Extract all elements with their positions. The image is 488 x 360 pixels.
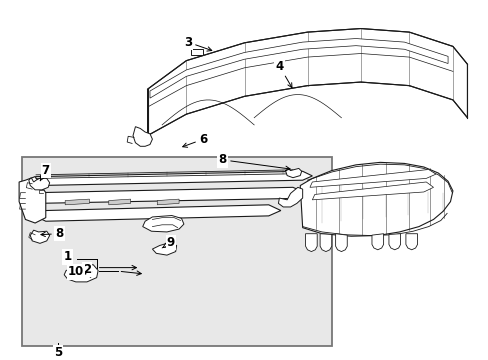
Polygon shape bbox=[64, 265, 98, 282]
Polygon shape bbox=[26, 171, 312, 185]
Polygon shape bbox=[278, 187, 302, 207]
Text: 5: 5 bbox=[54, 346, 62, 359]
Polygon shape bbox=[133, 127, 152, 146]
Text: 9: 9 bbox=[163, 236, 175, 249]
Polygon shape bbox=[405, 234, 417, 250]
Text: 1: 1 bbox=[63, 251, 72, 264]
Polygon shape bbox=[142, 216, 183, 232]
Text: 2: 2 bbox=[83, 263, 91, 276]
Polygon shape bbox=[191, 49, 203, 55]
Polygon shape bbox=[285, 168, 301, 178]
Polygon shape bbox=[157, 199, 179, 205]
Polygon shape bbox=[19, 177, 46, 223]
Polygon shape bbox=[150, 39, 447, 98]
Polygon shape bbox=[300, 162, 452, 236]
Text: 7: 7 bbox=[40, 164, 50, 181]
Polygon shape bbox=[320, 234, 331, 252]
Text: 3: 3 bbox=[183, 36, 211, 51]
Polygon shape bbox=[29, 178, 50, 190]
Polygon shape bbox=[147, 28, 467, 136]
Polygon shape bbox=[65, 199, 89, 205]
Polygon shape bbox=[36, 205, 280, 221]
Polygon shape bbox=[335, 234, 346, 252]
Polygon shape bbox=[388, 234, 400, 250]
Polygon shape bbox=[108, 199, 130, 205]
Text: 4: 4 bbox=[275, 59, 291, 87]
Polygon shape bbox=[312, 182, 433, 200]
Polygon shape bbox=[309, 170, 435, 187]
Text: 8: 8 bbox=[218, 153, 289, 171]
Polygon shape bbox=[305, 234, 317, 252]
Text: 10: 10 bbox=[67, 265, 86, 278]
Text: 8: 8 bbox=[41, 227, 63, 240]
Polygon shape bbox=[371, 234, 383, 250]
Polygon shape bbox=[25, 187, 305, 203]
Bar bbox=[21, 157, 331, 346]
Text: 6: 6 bbox=[183, 133, 207, 147]
Polygon shape bbox=[152, 243, 176, 255]
Polygon shape bbox=[30, 230, 50, 243]
